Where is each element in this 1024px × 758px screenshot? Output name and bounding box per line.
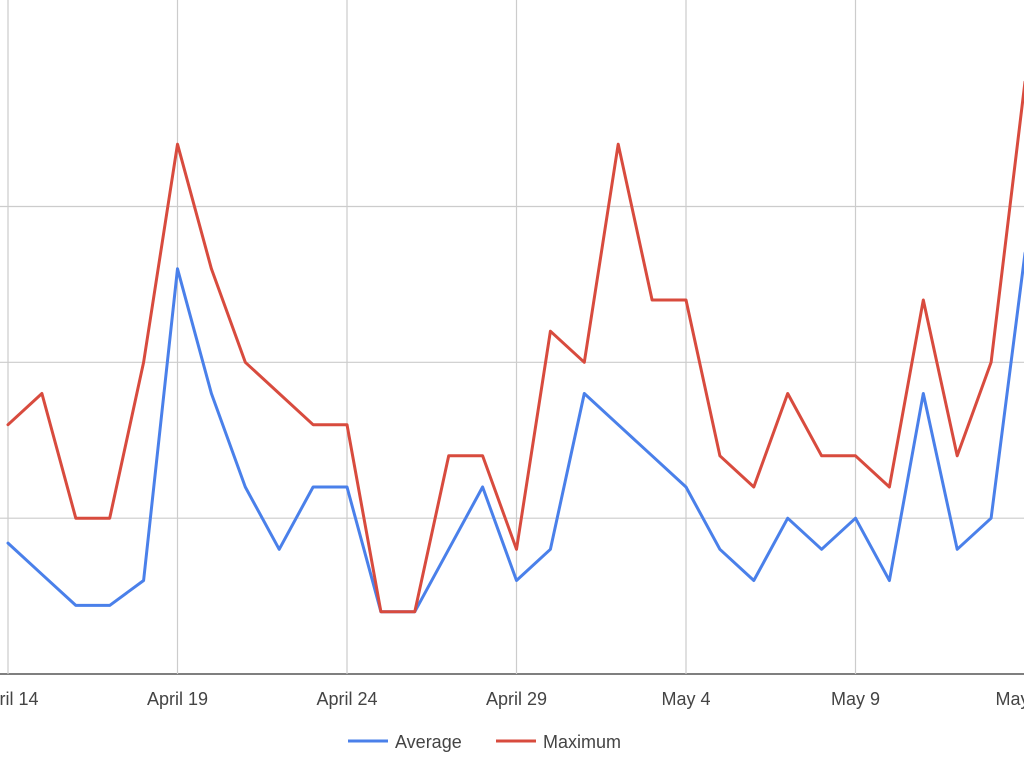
x-tick-label: May 9	[831, 689, 880, 709]
series-line-average	[6, 251, 1024, 614]
series-layer	[6, 80, 1024, 614]
x-tick-label: April 19	[147, 689, 208, 709]
legend-label-maximum: Maximum	[543, 732, 621, 752]
x-axis-tick-labels: April 14 April 19 April 24 April 29 May 4 May…	[0, 689, 1024, 709]
x-tick-label: May 14	[995, 689, 1024, 709]
x-tick-label: April 24	[316, 689, 377, 709]
series-line-maximum	[6, 80, 1024, 614]
gridlines	[0, 0, 1024, 675]
x-tick-label: April 14	[0, 689, 39, 709]
x-tick-label: May 4	[661, 689, 710, 709]
legend-label-average: Average	[395, 732, 462, 752]
legend: Average Maximum	[348, 732, 621, 752]
x-tick-label: April 29	[486, 689, 547, 709]
